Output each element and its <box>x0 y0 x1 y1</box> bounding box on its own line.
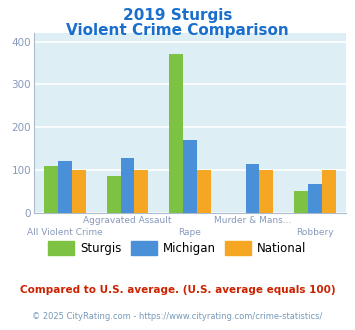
Bar <box>44 166 58 213</box>
Bar <box>259 170 273 213</box>
Bar <box>72 170 86 213</box>
Text: Compared to U.S. average. (U.S. average equals 100): Compared to U.S. average. (U.S. average … <box>20 285 335 295</box>
Text: Robbery: Robbery <box>296 228 334 237</box>
Bar <box>322 170 335 213</box>
Bar <box>134 170 148 213</box>
Bar <box>107 176 121 213</box>
Bar <box>58 161 72 213</box>
Bar <box>121 158 134 213</box>
Text: Aggravated Assault: Aggravated Assault <box>83 216 172 225</box>
Text: All Violent Crime: All Violent Crime <box>27 228 103 237</box>
Bar <box>294 191 308 213</box>
Bar <box>183 140 197 213</box>
Bar <box>197 170 211 213</box>
Text: Murder & Mans...: Murder & Mans... <box>214 216 291 225</box>
Text: Rape: Rape <box>179 228 201 237</box>
Legend: Sturgis, Michigan, National: Sturgis, Michigan, National <box>44 237 311 260</box>
Bar <box>308 184 322 213</box>
Bar <box>169 54 183 213</box>
Text: © 2025 CityRating.com - https://www.cityrating.com/crime-statistics/: © 2025 CityRating.com - https://www.city… <box>32 312 323 321</box>
Text: 2019 Sturgis: 2019 Sturgis <box>123 8 232 23</box>
Bar <box>246 164 259 213</box>
Text: Violent Crime Comparison: Violent Crime Comparison <box>66 23 289 38</box>
